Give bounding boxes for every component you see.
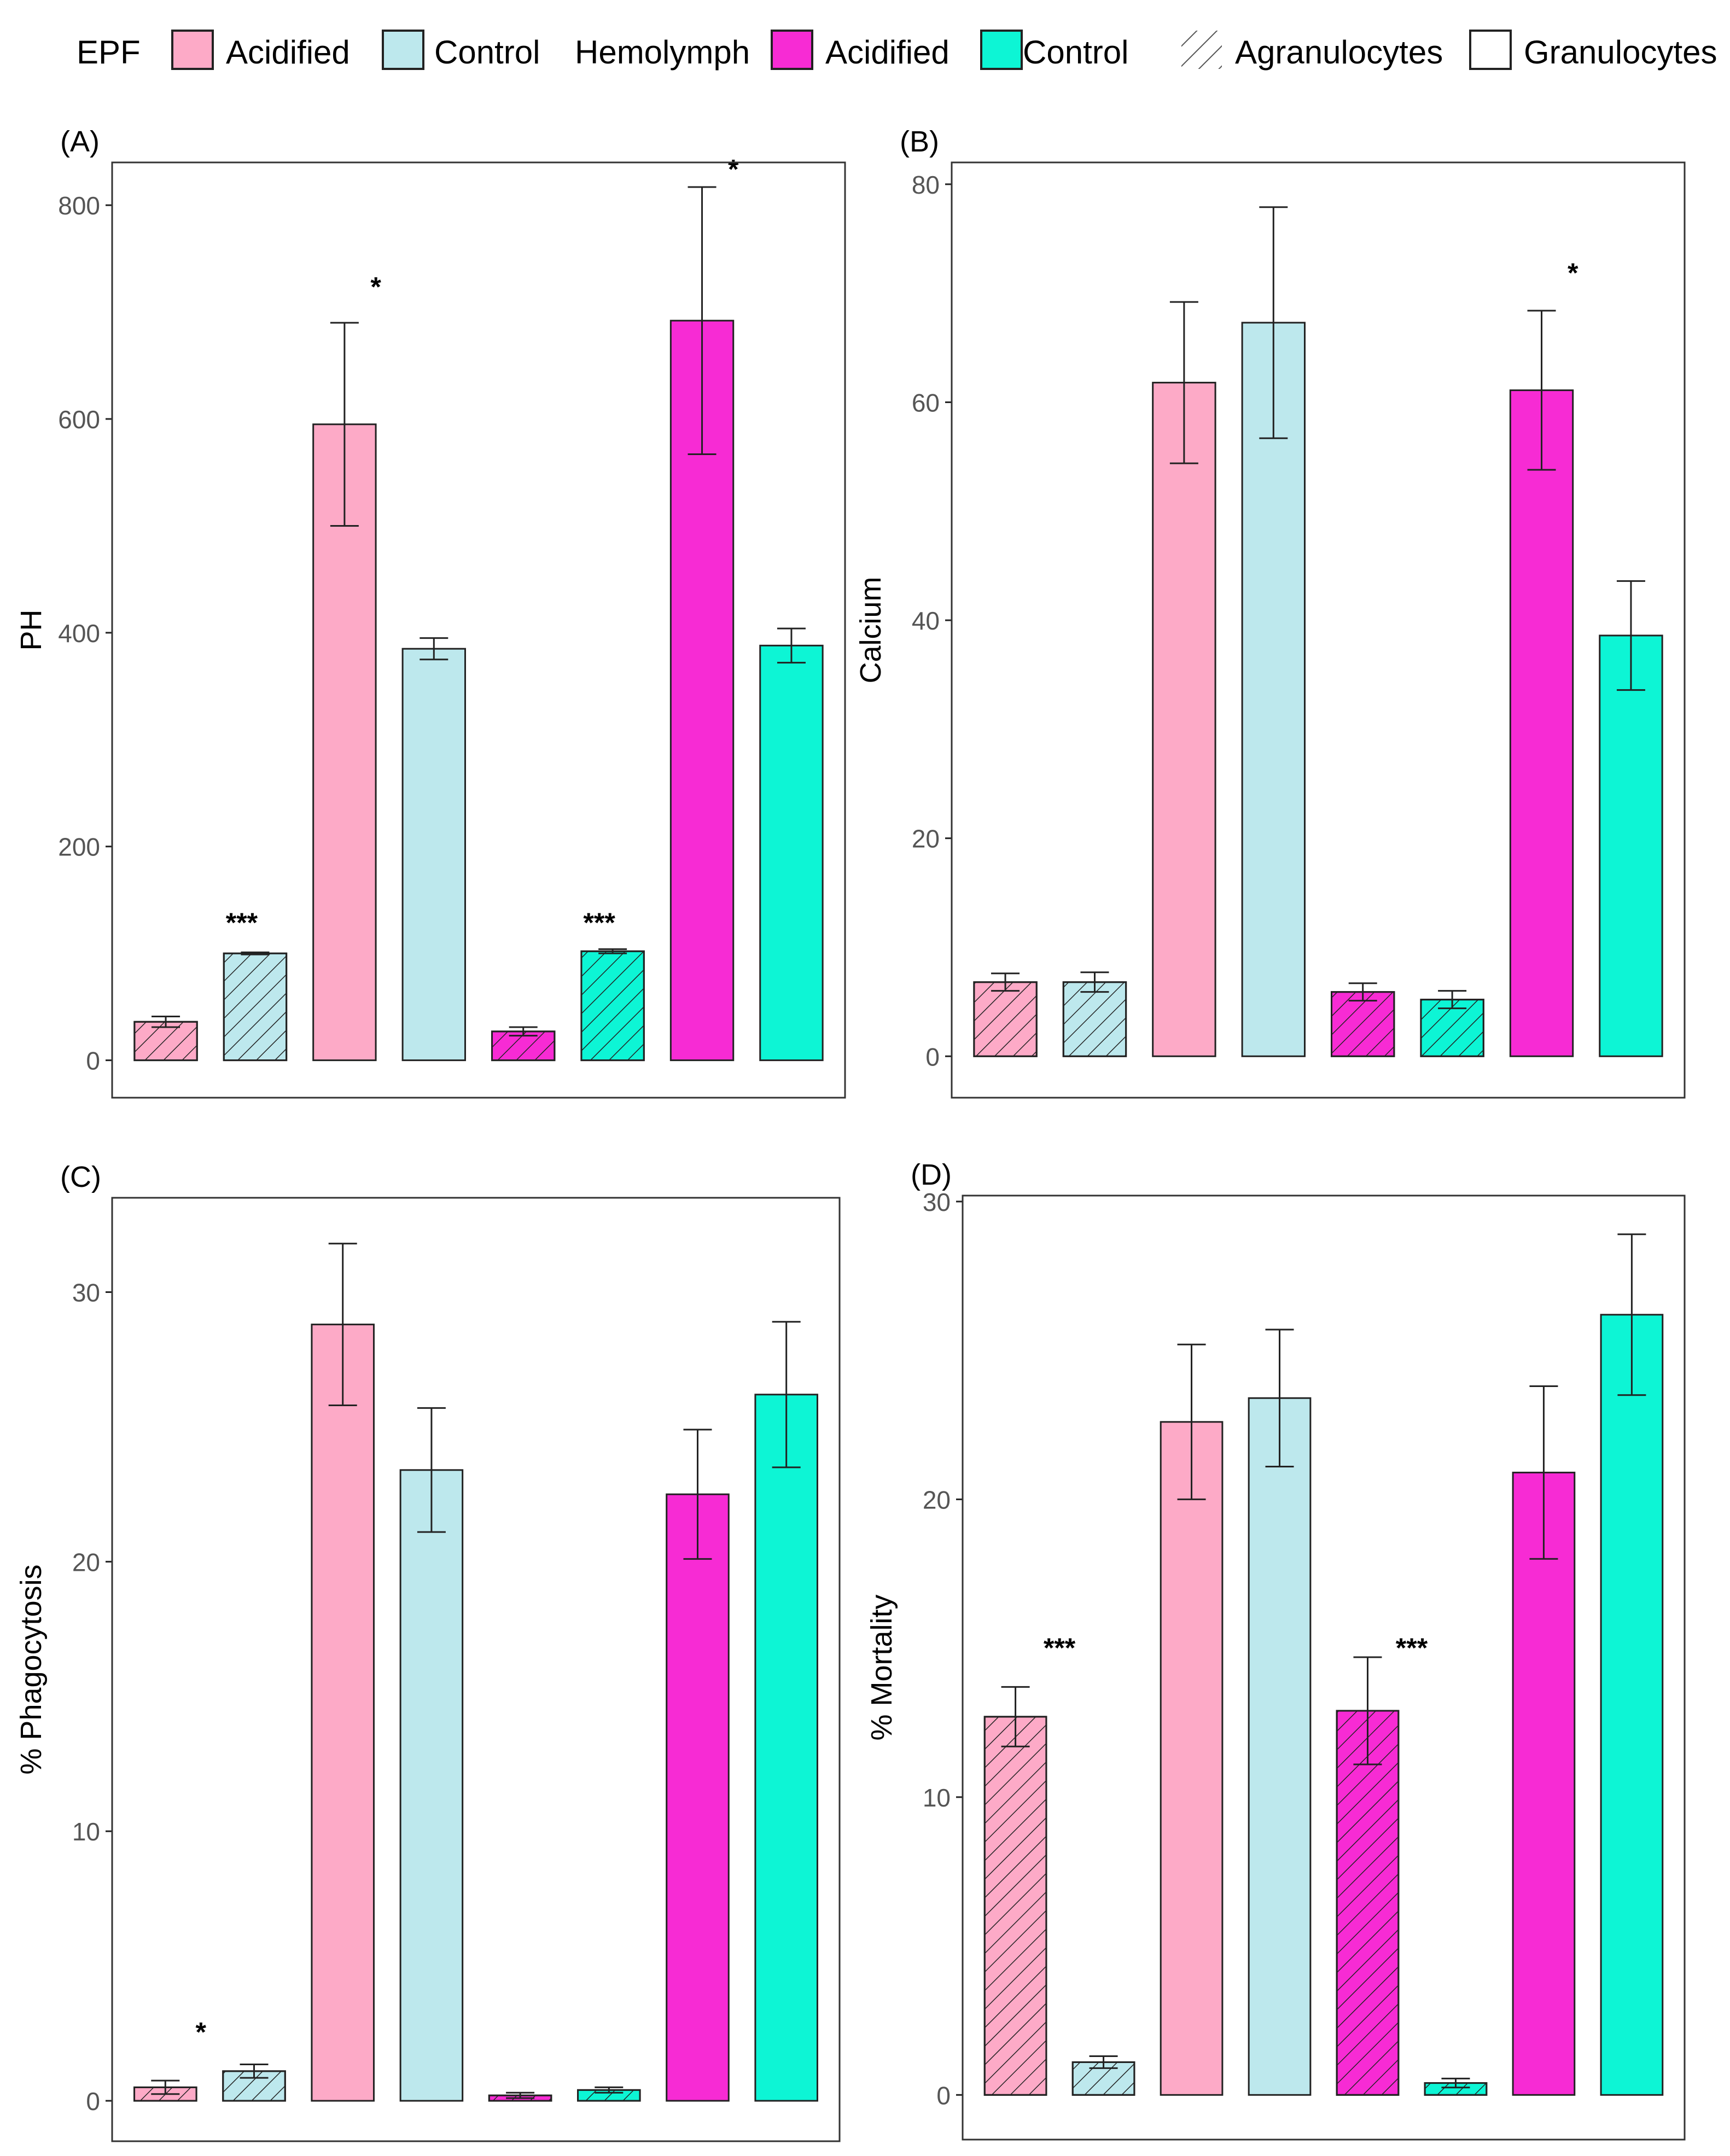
y-tick-label: 0 <box>86 2087 100 2116</box>
y-tick-label: 30 <box>923 1188 951 1216</box>
legend-epf-acidified-label: Acidified <box>226 34 350 71</box>
legend-hemo-control-label: Control <box>1023 34 1128 71</box>
legend-epf-acidified-swatch <box>171 30 214 70</box>
legend-epf-control-swatch <box>382 30 424 70</box>
panel-c-chart: (C) 0 10 20 30 % Phagocytosis * <box>15 1161 841 2142</box>
y-tick-label: 30 <box>72 1279 100 1307</box>
panel-b-chart: (B) 0 20 40 60 80 Calcium * <box>854 125 1686 1099</box>
y-tick-label: 40 <box>912 607 940 635</box>
bar-hemolymph-acidified-granulocytes <box>1509 389 1574 1057</box>
bar-epf-control-granulocytes <box>1241 322 1306 1057</box>
panel-label: (A) <box>60 125 100 158</box>
bar-hemolymph-control-granulocytes <box>759 644 824 1062</box>
bar-epf-control-agranulocytes-hatch <box>223 952 288 1062</box>
y-tick-label: 0 <box>936 2081 951 2110</box>
y-tick-label: 80 <box>912 171 940 199</box>
y-tick-label: 200 <box>58 833 100 861</box>
significance-marker: * <box>728 154 739 184</box>
y-tick-label: 10 <box>72 1817 100 1846</box>
bar-epf-acidified-agranulocytes-hatch <box>973 981 1038 1057</box>
y-tick-label: 400 <box>58 619 100 648</box>
significance-marker: * <box>195 2017 206 2048</box>
y-tick-label: 20 <box>923 1485 951 1514</box>
bar-hemolymph-acidified-agranulocytes-hatch <box>1336 1710 1400 2096</box>
y-tick-label: 60 <box>912 388 940 417</box>
y-tick-label: 20 <box>72 1548 100 1576</box>
y-tick-label: 600 <box>58 405 100 434</box>
legend-epf-title: EPF <box>77 34 141 71</box>
bar-hemolymph-acidified-granulocytes <box>1512 1471 1576 2096</box>
bar-hemolymph-acidified-agranulocytes-hatch <box>1331 991 1395 1057</box>
bar-epf-control-granulocytes <box>401 648 466 1062</box>
bar-hemolymph-acidified-granulocytes <box>666 1493 730 2102</box>
y-tick-label: 10 <box>923 1784 951 1812</box>
legend-epf-control-label: Control <box>434 34 540 71</box>
panel-label: (C) <box>60 1161 101 1193</box>
bar-hemolymph-control-agranulocytes-hatch <box>580 950 645 1062</box>
significance-marker: *** <box>583 907 615 938</box>
bar-hemolymph-control-granulocytes <box>1599 634 1663 1057</box>
legend-hemolymph-title: Hemolymph <box>575 34 750 71</box>
y-axis-label: % Phagocytosis <box>15 1564 48 1774</box>
plot-frame <box>951 161 1686 1099</box>
bar-epf-acidified-granulocytes <box>1152 382 1216 1057</box>
panel-label: (D) <box>911 1158 952 1191</box>
panel-label: (B) <box>900 125 939 158</box>
significance-marker: *** <box>1044 1633 1076 1663</box>
plot-frame <box>962 1194 1686 2141</box>
bar-epf-acidified-granulocytes <box>1160 1421 1224 2096</box>
bar-hemolymph-control-granulocytes <box>754 1394 818 2102</box>
significance-marker: *** <box>226 907 258 938</box>
plot-frame <box>111 161 846 1099</box>
legend-hemo-control-swatch <box>980 30 1023 70</box>
significance-marker: * <box>1568 258 1578 288</box>
bar-epf-control-agranulocytes-hatch <box>1062 981 1127 1057</box>
bar-epf-acidified-agranulocytes-hatch <box>133 1021 198 1062</box>
legend-granulocytes-swatch <box>1469 30 1512 70</box>
significance-marker: * <box>370 271 381 302</box>
y-axis-label: Calcium <box>854 576 887 683</box>
y-tick-label: 0 <box>86 1047 100 1075</box>
y-tick-label: 0 <box>925 1042 940 1071</box>
significance-marker: *** <box>1396 1633 1428 1663</box>
bar-hemolymph-control-granulocytes <box>1600 1314 1664 2096</box>
legend: EPF Acidified Control Hemolymph Acidifie… <box>77 30 1717 71</box>
bar-epf-acidified-agranulocytes-hatch <box>983 1716 1047 2096</box>
legend-granulocytes-label: Granulocytes <box>1524 34 1717 71</box>
y-axis-label: % Mortality <box>865 1594 898 1740</box>
y-axis-label: PH <box>15 609 48 650</box>
y-tick-label: 800 <box>58 191 100 220</box>
legend-hemo-acidified-label: Acidified <box>825 34 950 71</box>
bar-epf-control-granulocytes <box>1248 1397 1312 2096</box>
bar-epf-acidified-granulocytes <box>311 1324 375 2102</box>
legend-agranulocytes-label: Agranulocytes <box>1235 34 1443 71</box>
plot-frame <box>111 1197 841 2142</box>
legend-hemo-acidified-swatch <box>771 30 813 70</box>
y-tick-label: 20 <box>912 825 940 853</box>
bar-epf-control-granulocytes <box>399 1469 464 2102</box>
panel-d-chart: (D) 0 10 20 30 % Mortality *** *** <box>865 1158 1686 2141</box>
legend-agranulocytes-swatch <box>1181 31 1222 69</box>
bar-epf-acidified-granulocytes <box>312 423 377 1062</box>
